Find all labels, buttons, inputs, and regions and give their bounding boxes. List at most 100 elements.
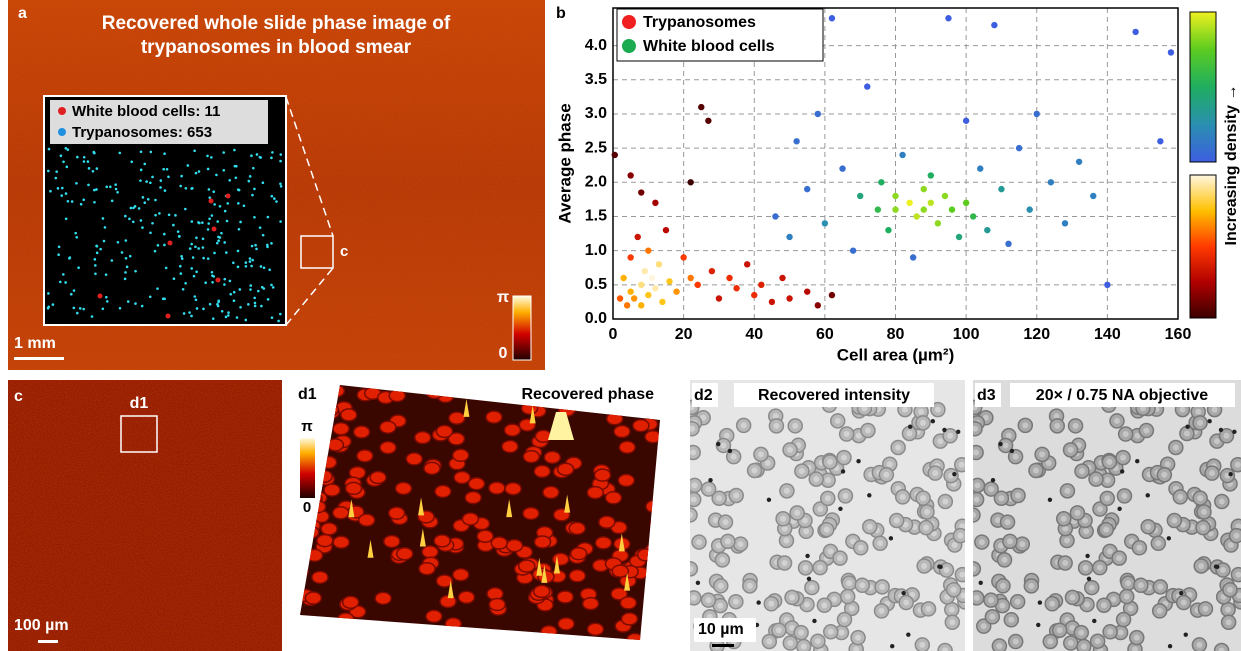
cell-dot — [109, 185, 112, 189]
density-colorbar — [1189, 174, 1217, 319]
cell-dot — [224, 315, 228, 319]
cell-dot — [226, 202, 230, 205]
rbc-center — [1082, 517, 1089, 524]
cells — [690, 397, 965, 651]
rbc-3d — [357, 513, 376, 527]
rbc-3d — [569, 546, 588, 561]
cell-dot — [92, 150, 96, 154]
cell-dot — [279, 153, 283, 156]
rbc-center — [696, 539, 703, 546]
rbc-3d — [421, 545, 439, 559]
cell-dot — [69, 292, 73, 296]
point — [1104, 281, 1111, 289]
rbc — [973, 561, 982, 577]
rbc-center — [942, 498, 949, 505]
rbc-center — [1127, 605, 1134, 612]
point — [645, 247, 652, 254]
rbc-center — [720, 442, 727, 449]
cell-dot — [101, 307, 105, 311]
rbc-3d — [358, 625, 376, 639]
point — [828, 291, 836, 299]
rbc-3d — [435, 574, 454, 588]
point — [652, 285, 659, 292]
rbc-center — [690, 449, 697, 456]
rbc-center — [1116, 555, 1123, 562]
cell-dot — [195, 236, 198, 240]
rbc-center — [1053, 413, 1060, 420]
point — [648, 274, 656, 282]
rbc-center — [878, 607, 885, 614]
cell-dot — [181, 287, 185, 291]
rbc-3d — [316, 533, 334, 548]
y-tick-label: 3.0 — [585, 105, 607, 122]
point — [955, 233, 963, 241]
rbc-center — [719, 556, 726, 563]
cell-dot — [220, 309, 224, 313]
cell-dot — [190, 267, 194, 270]
rbc-3d — [435, 424, 454, 439]
rbc-center — [690, 496, 697, 503]
rbc-center — [973, 449, 980, 456]
x-axis-label: Cell area (µm²) — [837, 345, 955, 364]
cell-dot — [266, 245, 269, 249]
parasite — [901, 590, 906, 596]
rbc-3d — [302, 618, 321, 632]
cell-dot — [47, 292, 50, 295]
rbc-center — [838, 629, 845, 636]
rbc-center — [803, 528, 810, 535]
cell-dot — [114, 187, 118, 191]
y-tick-label: 4.0 — [585, 37, 607, 54]
panel-d1: d1 Recovered phase π 0 — [298, 385, 660, 640]
cell-dot — [270, 194, 274, 198]
point — [611, 151, 618, 159]
rbc-center — [823, 526, 830, 533]
rbc-3d — [379, 440, 397, 455]
cell-dot — [95, 167, 99, 170]
wbc-dot — [208, 198, 214, 204]
rbc-3d — [490, 536, 509, 550]
parasite — [1166, 536, 1171, 541]
cell-dot — [129, 206, 133, 210]
rbc-3d — [374, 591, 392, 606]
cell-dot — [159, 179, 163, 182]
panel-title: 20× / 0.75 NA objective — [1036, 387, 1208, 404]
point — [909, 254, 917, 261]
rbc-center — [1211, 406, 1218, 413]
rbc-3d — [488, 597, 506, 612]
rbc-center — [1019, 541, 1026, 548]
cell-dot — [238, 288, 242, 291]
point — [892, 192, 899, 200]
cell-dot — [253, 301, 257, 305]
point — [655, 261, 663, 268]
rbc-3d — [344, 481, 363, 496]
rbc-center — [751, 467, 758, 474]
cell-dot — [195, 307, 199, 310]
rbc-3d — [433, 534, 451, 548]
rbc-center — [1022, 422, 1029, 429]
legend-marker — [622, 15, 636, 29]
cell-dot — [223, 283, 226, 286]
y-tick-label: 0.0 — [585, 310, 607, 327]
cell-dot — [266, 215, 270, 219]
rbc-3d — [300, 565, 309, 579]
y-tick-label: 3.5 — [585, 71, 607, 88]
x-tick-label: 160 — [1165, 326, 1192, 343]
rbc-3d — [356, 449, 374, 463]
cell-dot — [174, 214, 177, 217]
rbc-center — [803, 601, 810, 608]
cell-dot — [253, 304, 257, 308]
rbc-center — [1060, 515, 1067, 522]
rbc-3d — [405, 452, 424, 466]
rbc-3d — [331, 506, 350, 520]
cell-dot — [95, 188, 98, 191]
panel-d2: d2 Recovered intensity 10 µm — [690, 380, 965, 651]
cell-dot — [201, 237, 205, 241]
cell-dot — [217, 239, 220, 242]
rbc-center — [920, 495, 927, 502]
spike — [553, 555, 560, 574]
rbc-center — [787, 640, 794, 647]
cell-dot — [190, 220, 194, 223]
point — [962, 117, 970, 124]
colorbar-label: 0 — [499, 345, 508, 362]
cell-dot — [47, 305, 50, 309]
